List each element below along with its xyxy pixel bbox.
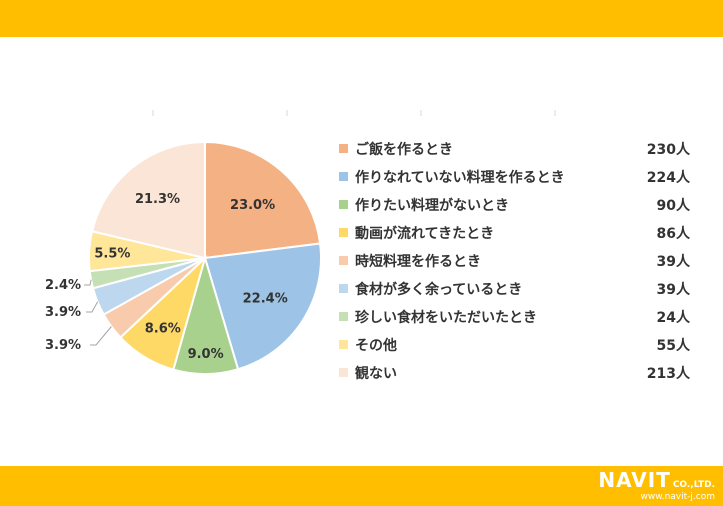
legend-count: 230人 — [647, 141, 691, 158]
legend-count: 213人 — [647, 365, 691, 382]
legend-swatch — [339, 200, 348, 209]
logo-url: www.navit-j.com — [640, 492, 715, 502]
leader-line — [84, 279, 92, 286]
legend-swatch — [339, 144, 348, 153]
slice-percent-label: 23.0% — [230, 198, 275, 213]
legend-count: 90人 — [657, 197, 691, 214]
legend-label: ご飯を作るとき — [355, 141, 453, 158]
slice-percent-label: 3.9% — [45, 338, 81, 353]
logo-name: NAVIT — [598, 468, 671, 492]
legend-swatch — [339, 172, 348, 181]
legend-swatch — [339, 228, 348, 237]
pie-slice — [90, 140, 206, 260]
pie-slice — [204, 140, 322, 260]
bottom-band — [0, 466, 723, 506]
legend-label: 時短料理を作るとき — [355, 253, 481, 270]
legend-label: 作りたい料理がないとき — [355, 197, 509, 214]
logo-suffix: CO.,LTD. — [672, 480, 715, 490]
legend-swatch — [339, 284, 348, 293]
legend-label: 観ない — [355, 365, 397, 382]
legend-swatch — [339, 340, 348, 349]
slice-percent-label: 3.9% — [45, 305, 81, 320]
legend-count: 39人 — [657, 253, 691, 270]
legend-count: 224人 — [647, 169, 691, 186]
slice-percent-label: 22.4% — [243, 291, 288, 306]
legend-label: 作りなれていない料理を作るとき — [355, 169, 565, 186]
legend-swatch — [339, 312, 348, 321]
pie-slice — [203, 242, 322, 371]
slice-percent-label: 5.5% — [94, 247, 130, 262]
legend-count: 55人 — [657, 337, 691, 354]
legend-label: 動画が流れてきたとき — [355, 225, 494, 242]
legend-label: 食材が多く余っているとき — [355, 281, 522, 298]
slice-percent-label: 2.4% — [45, 278, 81, 293]
top-band — [0, 0, 723, 37]
legend-swatch — [339, 368, 348, 377]
legend-swatch — [339, 256, 348, 265]
leader-line — [86, 301, 99, 313]
legend-count: 86人 — [657, 225, 691, 242]
legend-label: 珍しい食材をいただいたとき — [355, 309, 537, 326]
slice-percent-label: 21.3% — [135, 192, 180, 207]
leader-line — [90, 326, 112, 346]
legend-count: 39人 — [657, 281, 691, 298]
slice-percent-label: 8.6% — [145, 321, 181, 336]
navit-logo: NAVIT CO.,LTD. www.navit-j.com — [598, 470, 715, 503]
legend-count: 24人 — [657, 309, 691, 326]
slice-percent-label: 9.0% — [188, 347, 224, 362]
legend-label: その他 — [355, 337, 397, 354]
